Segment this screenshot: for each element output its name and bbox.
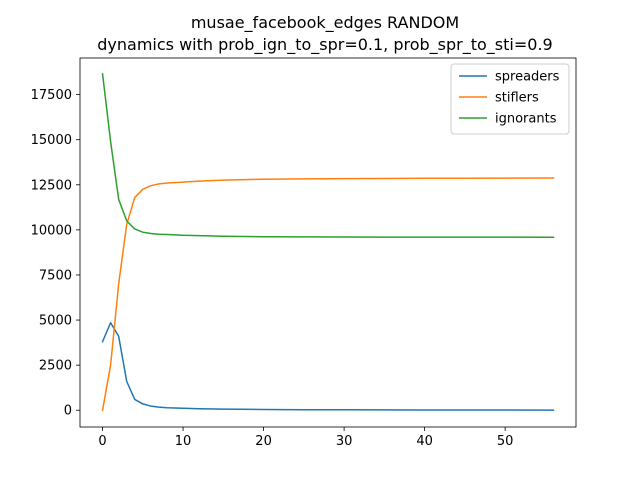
legend: spreaders stiflers ignorants [450, 63, 570, 135]
legend-label-spreaders: spreaders [495, 70, 560, 85]
series-layer [101, 73, 555, 412]
series-line-spreaders [101, 322, 555, 411]
x-tick-label: 20 [255, 434, 272, 449]
x-tick-label: 40 [416, 434, 433, 449]
y-tick-label: 2500 [39, 359, 72, 374]
y-tick-label: 0 [64, 404, 72, 419]
x-tick-label: 10 [175, 434, 192, 449]
legend-label-stiflers: stiflers [495, 91, 539, 106]
series-line-stiflers [101, 177, 555, 412]
y-tick-label: 17500 [31, 88, 72, 103]
y-tick-label: 7500 [39, 268, 72, 283]
x-tick-label: 50 [497, 434, 514, 449]
x-tick-label: 0 [98, 434, 106, 449]
axes-frame [79, 57, 577, 428]
y-tick-label: 10000 [31, 223, 72, 238]
x-tick-label: 30 [336, 434, 353, 449]
y-tick-label: 15000 [31, 133, 72, 148]
chart-subtitle: dynamics with prob_ign_to_spr=0.1, prob_… [97, 35, 552, 55]
y-tick-label: 5000 [39, 314, 72, 329]
axes-layer: 0 10 20 30 40 50 0 2500 5000 7500 10000 12500 15000 1… [31, 57, 577, 449]
chart-title: musae_facebook_edges RANDOM [191, 13, 459, 33]
y-tick-label: 12500 [31, 178, 72, 193]
series-line-ignorants [101, 73, 555, 238]
legend-label-ignorants: ignorants [495, 112, 557, 127]
legend-box [450, 63, 570, 135]
